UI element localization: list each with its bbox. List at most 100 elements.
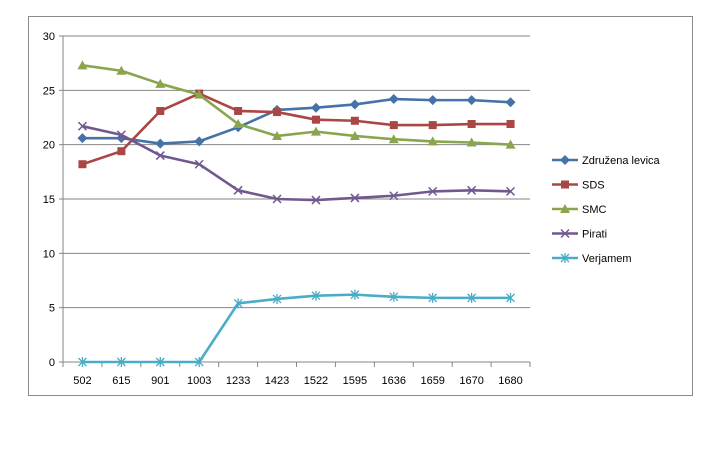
legend-entry: Verjamem	[552, 253, 632, 265]
data-point	[233, 298, 243, 309]
data-point	[467, 120, 476, 129]
x-tick-label: 1680	[498, 375, 522, 387]
series-2	[77, 60, 516, 149]
data-point	[388, 134, 399, 144]
data-point	[310, 126, 321, 136]
data-point	[233, 119, 244, 129]
data-point	[155, 138, 166, 149]
legend-label: Verjamem	[582, 253, 632, 265]
legend-entry: Pirati	[552, 229, 607, 241]
data-point	[389, 191, 399, 201]
data-point	[349, 130, 360, 140]
x-tick-label: 1423	[265, 375, 289, 387]
data-point	[194, 89, 205, 99]
legend-label: SMC	[582, 204, 607, 216]
data-point	[116, 357, 126, 367]
data-point	[350, 289, 360, 300]
x-tick-label: 615	[112, 375, 130, 387]
x-tick-labels: 502 615 901 1003 1233 1423 1522 1595 1636 1659 167…	[73, 375, 523, 387]
data-point	[194, 159, 204, 169]
x-tick-label: 1003	[187, 375, 211, 387]
data-point	[505, 139, 516, 149]
legend-label: Pirati	[582, 229, 607, 241]
data-point	[272, 130, 283, 140]
y-tick-label: 10	[43, 248, 55, 260]
data-point	[428, 186, 438, 196]
series-lines	[77, 60, 516, 367]
legend-marker	[560, 155, 570, 165]
legend-marker	[560, 253, 570, 263]
y-tick-label: 5	[49, 303, 55, 315]
data-point	[389, 291, 399, 302]
data-point	[272, 194, 282, 204]
legend-label: SDS	[582, 180, 605, 192]
data-point	[156, 106, 165, 115]
legend-marker	[560, 228, 570, 239]
x-tick-label: 1636	[382, 375, 406, 387]
x-tick-label: 1659	[420, 375, 444, 387]
data-point	[155, 78, 166, 88]
legend-entry: SMC	[552, 204, 607, 216]
data-point	[155, 151, 165, 161]
x-tick-label: 502	[73, 375, 91, 387]
data-point	[78, 160, 87, 169]
data-point	[427, 136, 438, 146]
data-point	[77, 357, 87, 367]
chart-frame	[28, 16, 693, 396]
data-point	[272, 293, 282, 304]
legend-entry: SDS	[552, 180, 605, 192]
data-point	[506, 120, 515, 129]
data-point	[77, 60, 88, 70]
data-point	[466, 95, 477, 106]
data-point	[155, 357, 165, 367]
data-point	[467, 292, 477, 303]
y-tick-labels: 0 5 10 15 20 25 30	[43, 31, 55, 369]
series-4	[77, 289, 516, 367]
series-line	[82, 92, 511, 166]
y-tick-label: 25	[43, 85, 55, 97]
data-point	[233, 185, 243, 195]
data-point	[349, 99, 360, 110]
data-point	[311, 290, 321, 301]
x-tick-label: 1595	[343, 375, 367, 387]
series-line	[82, 293, 511, 364]
data-point	[117, 147, 126, 156]
legend-label: Združena levica	[582, 155, 661, 167]
data-point	[77, 121, 87, 131]
y-tick-label: 15	[43, 194, 55, 206]
x-tick-label: 1233	[226, 375, 250, 387]
data-point	[116, 65, 127, 75]
series-line	[82, 64, 511, 146]
legend-entry: Združena levica	[552, 155, 661, 167]
axes	[59, 35, 531, 367]
data-point	[467, 185, 477, 195]
data-point	[350, 116, 359, 125]
data-point	[273, 108, 282, 117]
data-point	[311, 195, 321, 205]
data-point	[388, 94, 399, 105]
data-point	[234, 106, 243, 115]
data-point	[428, 121, 437, 130]
data-point	[466, 137, 477, 147]
data-point	[427, 95, 438, 106]
legend-marker	[561, 180, 569, 189]
data-point	[389, 121, 398, 130]
data-point	[506, 186, 516, 196]
data-point	[194, 136, 205, 147]
series-0	[77, 94, 516, 149]
legend: Združena levica SDS SMC Pirati Verjamem	[552, 155, 661, 265]
data-point	[506, 292, 516, 303]
data-point	[77, 133, 88, 144]
legend-marker	[560, 204, 570, 213]
data-point	[311, 115, 320, 124]
x-tick-label: 1522	[304, 375, 328, 387]
data-point	[350, 193, 360, 203]
y-tick-label: 30	[43, 31, 55, 43]
y-tick-label: 20	[43, 140, 55, 152]
series-line	[82, 124, 511, 202]
series-3	[77, 121, 516, 205]
data-point	[428, 292, 438, 303]
data-point	[310, 102, 321, 113]
y-tick-label: 0	[49, 357, 55, 369]
